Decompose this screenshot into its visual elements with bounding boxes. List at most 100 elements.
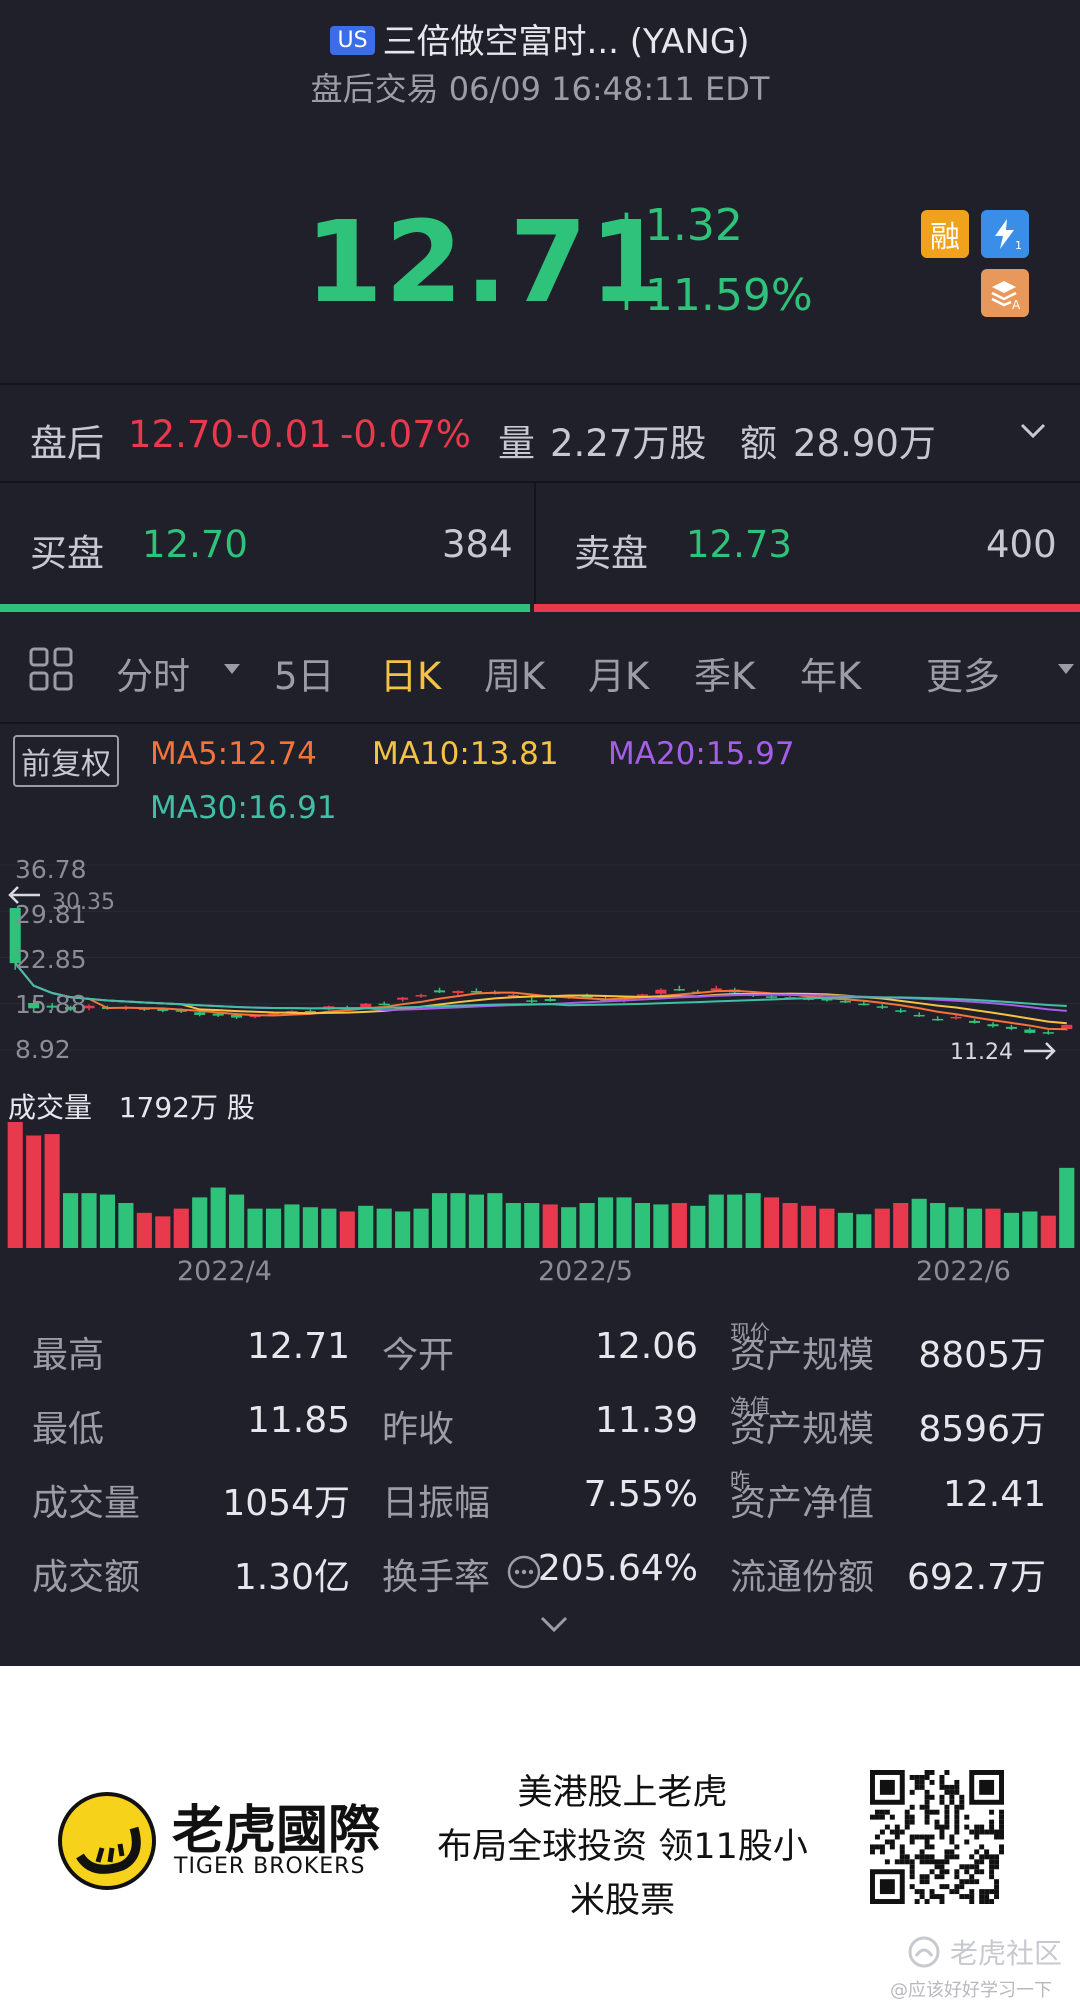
qr-module xyxy=(909,1874,915,1880)
more-info-icon[interactable] xyxy=(506,1554,542,1590)
volume-bar xyxy=(468,1194,484,1248)
candle xyxy=(434,990,446,993)
lightning-level1-icon[interactable]: 1 xyxy=(981,210,1029,258)
chevron-down-icon[interactable] xyxy=(1018,421,1048,441)
tab-daily-k[interactable]: 日K xyxy=(380,655,442,698)
candle xyxy=(839,1000,851,1003)
y-axis-label: 36.78 xyxy=(15,855,87,884)
grid-layout-icon[interactable] xyxy=(28,646,74,692)
price-adjust-toggle[interactable]: 前复权 xyxy=(13,735,119,787)
qr-module xyxy=(949,1834,955,1840)
qr-module xyxy=(924,1804,930,1810)
candle xyxy=(231,1014,243,1018)
candle xyxy=(932,1018,944,1021)
stat-label: 流通份额 xyxy=(730,1557,875,1598)
tab-weekly-k[interactable]: 周K xyxy=(484,655,546,698)
qr-module xyxy=(879,1844,885,1850)
caret-down-icon[interactable] xyxy=(1056,662,1076,676)
candle xyxy=(913,1014,925,1017)
tab-yearly-k[interactable]: 年K xyxy=(800,655,862,698)
trading-session-time: 盘后交易 06/09 16:48:11 EDT xyxy=(310,70,770,108)
qr-module xyxy=(984,1854,990,1860)
low-marker: 11.24 xyxy=(950,1040,1013,1065)
expand-chevron-icon[interactable] xyxy=(538,1614,570,1636)
qr-module xyxy=(989,1824,995,1830)
qr-module xyxy=(884,1824,890,1830)
qr-module xyxy=(994,1829,1000,1835)
candle xyxy=(1042,1032,1054,1034)
qr-module xyxy=(924,1879,930,1885)
stat-label: 资产规模 净值 xyxy=(730,1394,874,1450)
qr-module xyxy=(924,1794,930,1800)
qr-module xyxy=(939,1894,945,1900)
qr-module xyxy=(939,1784,945,1790)
qr-module xyxy=(939,1864,945,1870)
qr-module xyxy=(999,1809,1004,1815)
qr-module xyxy=(954,1844,960,1850)
qr-module xyxy=(954,1854,960,1860)
tiger-logo-mark xyxy=(76,1826,141,1874)
qr-module xyxy=(874,1809,880,1815)
tab-quarterly-k[interactable]: 季K xyxy=(694,655,756,698)
qr-module xyxy=(929,1889,935,1895)
candle xyxy=(415,995,427,997)
caret-down-icon[interactable] xyxy=(222,662,242,676)
qr-module xyxy=(934,1824,940,1830)
volume-bar xyxy=(339,1211,355,1248)
qr-module xyxy=(914,1889,920,1895)
qr-module xyxy=(959,1884,965,1890)
qr-module xyxy=(959,1804,965,1810)
qr-module xyxy=(899,1859,905,1865)
volume-chart[interactable] xyxy=(0,1120,1080,1250)
tab-monthly-k[interactable]: 月K xyxy=(588,655,650,698)
rong-margin-icon[interactable]: 融 xyxy=(921,210,969,258)
ma5-legend: MA5:12.74 xyxy=(150,736,317,772)
qr-module xyxy=(984,1899,990,1904)
qr-module xyxy=(969,1899,975,1904)
qr-module xyxy=(969,1894,975,1900)
qr-module xyxy=(999,1829,1004,1835)
candle xyxy=(655,989,667,994)
candle xyxy=(175,1010,187,1012)
after-hours-row[interactable]: 盘后 12.70 -0.01 -0.07% 量 2.27万股 额 28.90万 xyxy=(0,385,1080,481)
volume-bar xyxy=(247,1208,263,1248)
volume-bar xyxy=(966,1208,983,1248)
ma10-legend: MA10:13.81 xyxy=(372,736,559,772)
tab-5day[interactable]: 5日 xyxy=(274,655,335,698)
qr-module xyxy=(899,1854,905,1860)
after-hours-change-percent: -0.07% xyxy=(340,413,471,456)
qr-module xyxy=(870,1849,875,1855)
order-book[interactable]: 买盘 12.70 384 卖盘 12.73 400 xyxy=(0,483,1080,605)
tab-intraday[interactable]: 分时 xyxy=(116,655,190,698)
stat-label: 今开 xyxy=(382,1335,455,1376)
qr-module xyxy=(894,1829,900,1835)
qr-module xyxy=(924,1774,930,1780)
candlestick-chart[interactable] xyxy=(0,850,1080,1070)
after-hours-price: 12.70 xyxy=(128,413,234,456)
stat-value: 11.39 xyxy=(594,1400,698,1441)
tab-more[interactable]: 更多 xyxy=(926,655,1000,698)
after-hours-amount-label: 额 xyxy=(740,422,777,465)
qr-module xyxy=(949,1889,955,1895)
qr-module xyxy=(969,1829,975,1835)
qr-module xyxy=(929,1869,935,1875)
y-axis-label: 8.92 xyxy=(15,1035,71,1064)
qr-module xyxy=(939,1899,945,1904)
qr-module xyxy=(889,1844,895,1850)
qr-module xyxy=(904,1824,910,1830)
volume-bar xyxy=(708,1194,724,1248)
qr-module xyxy=(969,1889,975,1895)
volume-bar xyxy=(911,1198,927,1248)
qr-module xyxy=(934,1819,940,1825)
qr-code[interactable] xyxy=(870,1770,1004,1904)
volume-bar xyxy=(210,1187,226,1248)
qr-module xyxy=(994,1854,1000,1860)
qr-module xyxy=(949,1794,955,1800)
qr-module xyxy=(874,1844,880,1850)
title-row[interactable]: US 三倍做空富时... (YANG) xyxy=(0,14,1080,63)
volume-bar xyxy=(948,1207,964,1248)
stack-a-icon[interactable]: A xyxy=(981,269,1029,317)
volume-bar xyxy=(874,1208,890,1248)
volume-bar xyxy=(800,1205,817,1248)
qr-module xyxy=(994,1884,1000,1890)
